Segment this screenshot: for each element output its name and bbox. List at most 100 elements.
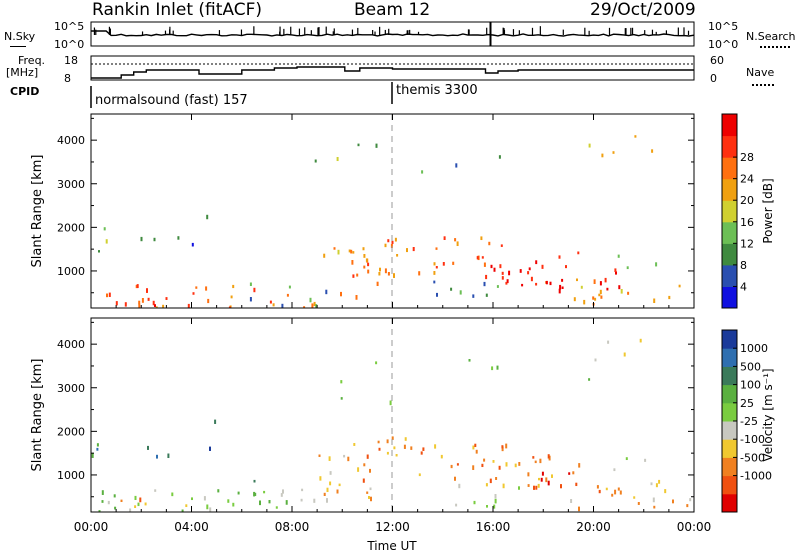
- heatmap-cell: [583, 299, 586, 305]
- heatmap-cell: [473, 500, 476, 505]
- heatmap-cell: [651, 149, 654, 153]
- heatmap-cell: [352, 251, 355, 254]
- power-ylabel: Slant Range [km]: [30, 155, 45, 268]
- heatmap-cell: [502, 483, 505, 489]
- heatmap-cell: [418, 271, 421, 276]
- heatmap-cell: [326, 487, 329, 493]
- heatmap-cell: [527, 271, 530, 275]
- heatmap-cell: [114, 506, 117, 510]
- heatmap-cell: [454, 476, 456, 481]
- heatmap-cell: [505, 281, 508, 285]
- colorbar-swatch: [722, 286, 737, 309]
- heatmap-cell: [483, 262, 486, 267]
- heatmap-cell: [340, 380, 343, 384]
- heatmap-cell: [600, 295, 603, 299]
- heatmap-cell: [530, 276, 533, 282]
- heatmap-cell: [541, 471, 544, 476]
- heatmap-cell: [501, 276, 504, 280]
- heatmap-cell: [253, 479, 256, 483]
- heatmap-cell: [547, 454, 550, 459]
- heatmap-cell: [366, 491, 369, 494]
- heatmap-cell: [493, 504, 496, 509]
- heatmap-cell: [442, 262, 445, 266]
- power-colorbar-label: Power [dB]: [761, 178, 775, 243]
- velocity-ylabel: Slant Range [km]: [30, 359, 45, 472]
- heatmap-cell: [134, 505, 137, 508]
- colorbar-swatch: [722, 221, 737, 244]
- heatmap-cell: [489, 478, 492, 484]
- heatmap-cell: [375, 361, 378, 365]
- freq-right-ytick-top: 60: [710, 54, 724, 67]
- heatmap-cell: [378, 447, 381, 451]
- heatmap-cell: [155, 306, 158, 308]
- heatmap-cell: [303, 306, 306, 308]
- heatmap-cell: [570, 499, 573, 503]
- heatmap-cell: [422, 447, 425, 451]
- heatmap-cell: [551, 474, 553, 478]
- heatmap-cell: [575, 482, 578, 487]
- heatmap-cell: [282, 489, 284, 494]
- heatmap-cell: [367, 269, 370, 274]
- heatmap-cell: [604, 277, 607, 283]
- velocity-cbar-tick-6: -500: [740, 451, 765, 464]
- heatmap-cell: [191, 497, 193, 501]
- heatmap-cell: [152, 300, 155, 306]
- heatmap-cell: [96, 447, 99, 451]
- heatmap-cell: [596, 485, 599, 489]
- heatmap-cell: [474, 443, 477, 448]
- heatmap-cell: [664, 489, 667, 494]
- heatmap-cell: [98, 510, 101, 512]
- heatmap-cell: [476, 256, 479, 260]
- heatmap-cell: [268, 500, 271, 504]
- heatmap-cell: [490, 264, 493, 269]
- heatmap-cell: [481, 256, 484, 259]
- heatmap-cell: [626, 266, 629, 270]
- heatmap-cell: [494, 494, 497, 499]
- heatmap-cell: [576, 278, 578, 282]
- heatmap-cell: [369, 487, 372, 491]
- colorbar-swatch: [722, 264, 737, 287]
- heatmap-cell: [129, 508, 132, 512]
- heatmap-cell: [396, 254, 399, 257]
- heatmap-cell: [527, 484, 530, 487]
- heatmap-cell: [107, 500, 110, 505]
- heatmap-cell: [275, 506, 278, 509]
- heatmap-cell: [541, 264, 544, 269]
- heatmap-cell: [139, 497, 142, 503]
- heatmap-cell: [578, 506, 580, 512]
- heatmap-cell: [387, 239, 390, 243]
- heatmap-cell: [101, 490, 104, 495]
- heatmap-cell: [355, 295, 358, 300]
- cpid-mode-0: normalsound (fast) 157: [95, 93, 248, 108]
- heatmap-cell: [518, 462, 521, 466]
- heatmap-cell: [653, 505, 656, 509]
- heatmap-cell: [617, 487, 620, 491]
- heatmap-cell: [436, 292, 438, 297]
- heatmap-cell: [281, 303, 284, 308]
- heatmap-cell: [485, 274, 488, 280]
- heatmap-cell: [644, 458, 647, 462]
- noise-right-ytick-bottom: 10^0: [708, 38, 738, 51]
- heatmap-cell: [573, 297, 576, 302]
- heatmap-cell: [394, 237, 397, 242]
- nsearch-legend-line: [760, 46, 790, 48]
- heatmap-cell: [203, 496, 206, 501]
- heatmap-cell: [338, 483, 341, 487]
- heatmap-cell: [472, 465, 475, 470]
- heatmap-cell: [195, 286, 198, 289]
- heatmap-cell: [340, 397, 343, 400]
- heatmap-cell: [533, 485, 535, 490]
- nsky-legend-line: [10, 46, 26, 47]
- heatmap-cell: [205, 286, 208, 291]
- heatmap-cell: [340, 291, 342, 297]
- power-cbar-tick-0: 4: [740, 280, 747, 293]
- heatmap-cell: [593, 279, 596, 284]
- xtick-label-4: 16:00: [476, 520, 511, 534]
- heatmap-cell: [113, 494, 116, 498]
- heatmap-cell: [187, 303, 190, 308]
- cpid-panel: normalsound (fast) 157 themis 3300: [90, 82, 478, 108]
- heatmap-cell: [280, 493, 283, 497]
- heatmap-cell: [601, 153, 604, 158]
- heatmap-cell: [588, 143, 591, 148]
- heatmap-cell: [421, 170, 424, 174]
